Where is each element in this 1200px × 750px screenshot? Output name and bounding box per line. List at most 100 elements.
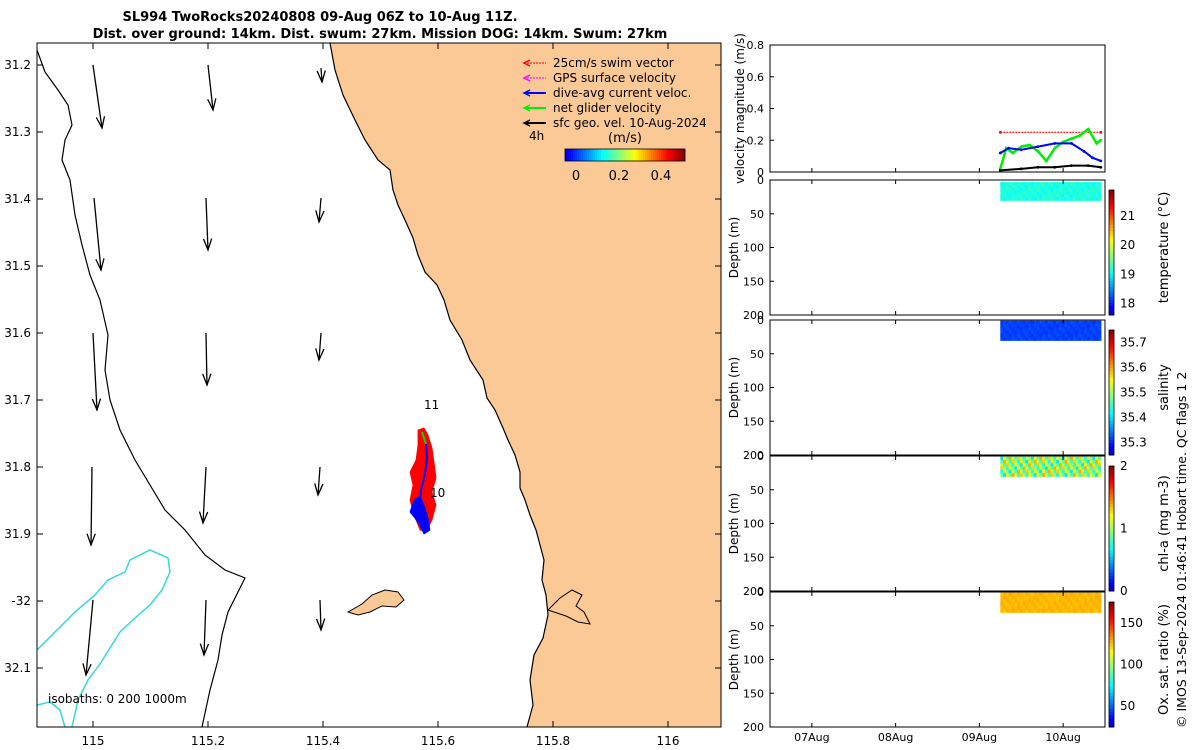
section-cell (1028, 336, 1032, 341)
section-cell (1014, 330, 1018, 335)
section-cell (1019, 182, 1024, 186)
colorbar-cell (1109, 426, 1114, 431)
section-cell (1003, 463, 1007, 468)
section-cell (1047, 191, 1052, 195)
colorbar-label: salinity (1157, 364, 1172, 411)
section-cell (1056, 323, 1060, 328)
section-cell (1056, 602, 1060, 607)
velocity-ylabel: velocity magnitude (m/s) (733, 33, 747, 184)
section-cell (1028, 333, 1032, 338)
colorbar-tick-label: 1 (1120, 522, 1128, 536)
section-cell (1017, 608, 1021, 613)
colorbar-cell (1109, 445, 1114, 450)
section-cell (1056, 336, 1060, 341)
colorbar-cell (633, 149, 636, 161)
section-cell (1042, 605, 1046, 610)
section-cell (1084, 191, 1088, 195)
section-cell (1019, 608, 1024, 613)
section-cell (1081, 320, 1085, 325)
section-cell (1081, 472, 1085, 477)
colorbar-cell (1109, 293, 1114, 297)
section-cell (1072, 608, 1077, 613)
colorbar-tick-label: 0.2 (609, 169, 630, 184)
section-cell (1047, 182, 1052, 186)
section-cell (1095, 336, 1099, 341)
section-cell (1064, 605, 1068, 610)
section-cell (1047, 472, 1052, 477)
section-cell (1067, 194, 1071, 198)
section-cell (1089, 466, 1094, 471)
section-cell (1095, 185, 1099, 189)
section-cell (1022, 472, 1027, 477)
section-cell (1061, 605, 1066, 610)
section-cell (1081, 463, 1085, 468)
section-cell (1036, 472, 1040, 477)
section-cell (1005, 336, 1010, 341)
section-cell (1078, 185, 1082, 189)
section-cell (1000, 602, 1004, 607)
velocity-point (1099, 165, 1103, 169)
section-cell (1014, 472, 1018, 477)
section-cell (1022, 194, 1027, 198)
section-cell (1033, 599, 1038, 604)
section-cell (1044, 330, 1049, 335)
colorbar-frame (1108, 329, 1115, 456)
section-cell (1014, 185, 1018, 189)
colorbar-cell (1109, 620, 1114, 625)
section-cell (1070, 605, 1074, 610)
section-cell (1098, 599, 1102, 604)
section-cell (1047, 466, 1052, 471)
section-cell (1044, 336, 1049, 341)
colorbar-cell (1109, 695, 1114, 700)
section-cell (1033, 608, 1038, 613)
section-cell (1025, 595, 1029, 600)
isobath-1000m-b (36, 701, 66, 728)
section-cell (1000, 182, 1004, 186)
section-cell (1061, 463, 1066, 468)
section-ytick-label: 200 (743, 585, 764, 598)
section-cell (1061, 323, 1066, 328)
section-cell (1005, 605, 1010, 610)
map-ytick-label: -32 (11, 594, 31, 608)
section-cell (1067, 456, 1071, 461)
section-cell (1022, 592, 1027, 597)
section-cell (1072, 323, 1077, 328)
section-cell (1078, 191, 1082, 195)
section-cell (1039, 197, 1043, 201)
section-cell (1089, 320, 1094, 325)
track-green-net (421, 431, 427, 445)
current-arrow-head (315, 348, 325, 362)
section-cell (1019, 185, 1024, 189)
section-cell (1084, 472, 1088, 477)
section-cell (1075, 463, 1080, 468)
colorbar-cell (1109, 277, 1114, 282)
section-cell (1084, 608, 1088, 613)
section-cell (1050, 182, 1054, 186)
section-cell (1072, 182, 1077, 186)
section-cell (1039, 188, 1043, 192)
section-cell (1072, 336, 1077, 341)
section-cell (1067, 320, 1071, 325)
section-cell (1003, 194, 1007, 198)
section-cell (1075, 599, 1080, 604)
section-cell (1075, 323, 1080, 328)
velocity-point (1019, 145, 1023, 149)
colorbar-cell (1109, 236, 1114, 241)
velocity-point (1036, 165, 1040, 169)
colorbar-cell (1109, 608, 1114, 612)
colorbar-cell (1109, 302, 1114, 307)
section-cell (1003, 182, 1007, 186)
section-cell (1028, 188, 1032, 192)
section-cell (1000, 330, 1004, 335)
colorbar-cell (1109, 243, 1114, 247)
section-cell (1084, 466, 1088, 471)
section-cell (1075, 608, 1080, 613)
colorbar-cell (1109, 605, 1114, 609)
section-cell (1000, 592, 1004, 597)
colorbar-cell (1109, 389, 1114, 393)
section-cell (1042, 182, 1046, 186)
section-cell (1008, 182, 1013, 186)
section-cell (1033, 327, 1038, 332)
section-cell (1058, 472, 1063, 477)
